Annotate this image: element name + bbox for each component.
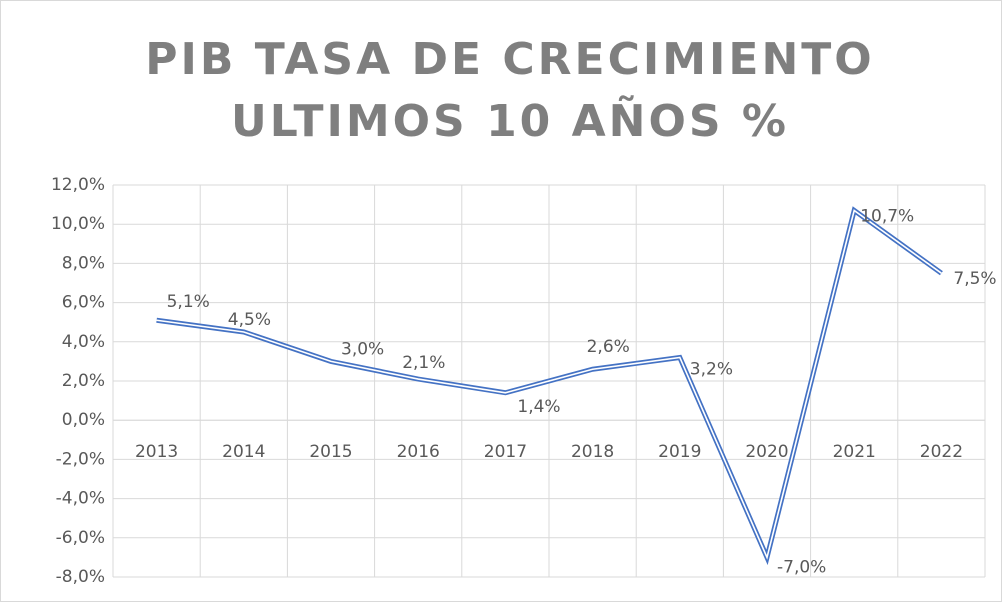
y-tick-label: 12,0% [51, 175, 105, 195]
x-tick-label: 2017 [484, 442, 527, 462]
y-tick-label: -6,0% [56, 528, 105, 548]
x-tick-label: 2016 [397, 442, 440, 462]
y-tick-label: 2,0% [62, 371, 105, 391]
data-label: 10,7% [860, 206, 914, 226]
x-tick-label: 2021 [833, 442, 876, 462]
y-tick-label: 8,0% [62, 253, 105, 273]
data-label: 3,0% [341, 339, 384, 359]
data-label: 4,5% [228, 310, 271, 330]
data-label: 3,2% [690, 359, 733, 379]
chart-title: ULTIMOS 10 AÑOS % [231, 94, 789, 147]
data-label: -7,0% [777, 557, 826, 577]
y-tick-label: 0,0% [62, 410, 105, 430]
x-tick-label: 2018 [571, 442, 614, 462]
x-tick-label: 2015 [309, 442, 352, 462]
line-inner [156, 209, 942, 560]
data-label: 5,1% [167, 292, 210, 312]
data-label: 1,4% [517, 397, 560, 417]
data-label: 2,6% [587, 337, 630, 357]
x-tick-label: 2020 [745, 442, 788, 462]
y-tick-label: -8,0% [56, 567, 105, 587]
x-tick-label: 2013 [135, 442, 178, 462]
y-tick-label: -4,0% [56, 489, 105, 509]
data-label: 7,5% [953, 269, 996, 289]
y-tick-label: -2,0% [56, 449, 105, 469]
y-tick-label: 6,0% [62, 293, 105, 313]
y-tick-label: 4,0% [62, 332, 105, 352]
chart-title: PIB TASA DE CRECIMIENTO [145, 34, 874, 85]
data-label: 2,1% [402, 353, 445, 373]
x-tick-label: 2014 [222, 442, 265, 462]
x-tick-label: 2019 [658, 442, 701, 462]
y-tick-label: 10,0% [51, 214, 105, 234]
x-tick-label: 2022 [920, 442, 963, 462]
